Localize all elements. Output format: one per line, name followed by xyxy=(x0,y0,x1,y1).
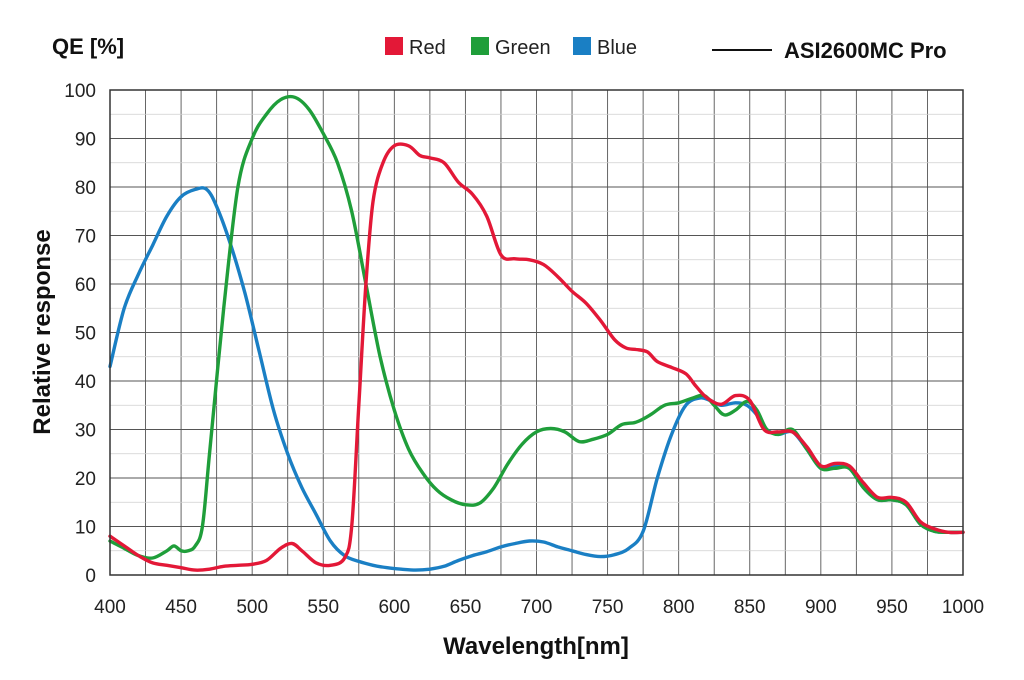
grid xyxy=(110,90,963,575)
y-tick-label: 50 xyxy=(75,324,96,345)
x-tick-label: 750 xyxy=(592,597,624,618)
x-tick-label: 400 xyxy=(94,597,126,618)
x-axis-ticks: 400 450 500 550 600 650 700 750 800 850 900 950 1000 xyxy=(94,597,984,618)
x-tick-label: 550 xyxy=(307,597,339,618)
y-tick-label: 0 xyxy=(85,566,96,587)
plot-frame xyxy=(109,89,964,576)
legend-label-green: Green xyxy=(495,37,551,59)
y-tick-label: 100 xyxy=(64,81,96,102)
legend-swatch-green xyxy=(471,37,489,55)
y-tick-label: 30 xyxy=(75,421,96,442)
x-axis-title: Wavelength[nm] xyxy=(443,633,629,660)
series-group xyxy=(108,94,965,572)
series-line-red xyxy=(108,142,965,572)
legend: Red Green Blue xyxy=(385,37,637,59)
y-tick-label: 80 xyxy=(75,178,96,199)
legend-swatch-red xyxy=(385,37,403,55)
x-tick-label: 600 xyxy=(378,597,410,618)
qe-label: QE [%] xyxy=(52,34,124,59)
y-tick-label: 40 xyxy=(75,372,96,393)
y-tick-label: 90 xyxy=(75,130,96,151)
x-tick-label: 700 xyxy=(521,597,553,618)
y-tick-label: 20 xyxy=(75,469,96,490)
x-tick-label: 850 xyxy=(734,597,766,618)
y-tick-label: 60 xyxy=(75,275,96,296)
chart-title: ASI2600MC Pro xyxy=(784,38,947,63)
y-axis-ticks: 0 10 20 30 40 50 60 70 80 90 100 xyxy=(64,81,96,587)
legend-label-blue: Blue xyxy=(597,37,637,59)
y-axis-title: Relative response xyxy=(29,229,56,434)
x-tick-label: 1000 xyxy=(942,597,984,618)
legend-label-red: Red xyxy=(409,37,446,59)
y-tick-label: 70 xyxy=(75,227,96,248)
x-tick-label: 900 xyxy=(805,597,837,618)
x-tick-label: 800 xyxy=(663,597,695,618)
x-tick-label: 950 xyxy=(876,597,908,618)
legend-swatch-blue xyxy=(573,37,591,55)
y-tick-label: 10 xyxy=(75,518,96,539)
x-tick-label: 450 xyxy=(165,597,197,618)
x-tick-label: 650 xyxy=(450,597,482,618)
x-tick-label: 500 xyxy=(236,597,268,618)
